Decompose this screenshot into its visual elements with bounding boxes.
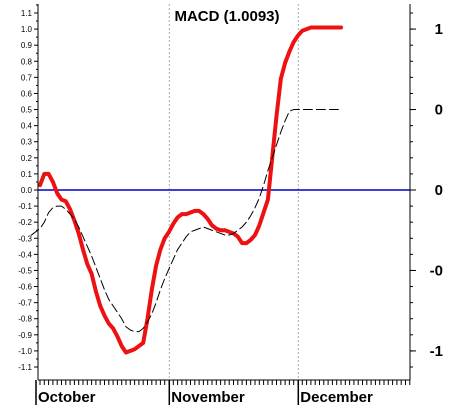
left-tick-label: 0.9 (21, 41, 33, 50)
left-tick-label: 0.6 (21, 89, 33, 98)
series-layer (30, 25, 410, 355)
left-tick-label: 0.8 (21, 57, 33, 66)
left-tick-label: 0.3 (21, 138, 33, 147)
macd-series-line (38, 25, 343, 355)
left-tick-label: -0.9 (18, 331, 32, 340)
left-tick-label: -0.6 (18, 283, 32, 292)
left-tick-label: -0.3 (18, 234, 32, 243)
right-tick-label: 0 (435, 182, 443, 199)
left-tick-label: -0.2 (18, 218, 32, 227)
left-tick-label: -0.8 (18, 315, 32, 324)
grid-layer (168, 4, 299, 380)
right-tick-label: 1 (435, 21, 443, 38)
signal-series-line (30, 109, 342, 333)
right-tick-label: -0 (430, 262, 443, 279)
right-tick-label: -1 (430, 343, 443, 360)
left-tick-label: -1.1 (18, 363, 32, 372)
month-label: November (171, 389, 245, 406)
left-tick-label: 0.7 (21, 73, 33, 82)
left-tick-label: -0.7 (18, 299, 32, 308)
left-tick-label: 1.1 (21, 9, 33, 18)
left-tick-label: -0.5 (18, 266, 32, 275)
left-tick-label: -0.4 (18, 250, 32, 259)
left-tick-label: 1.0 (21, 25, 33, 34)
month-label: December (300, 389, 373, 406)
left-tick-label: 0.1 (21, 170, 33, 179)
left-tick-label: -0.1 (18, 202, 32, 211)
right-tick-label: 0 (435, 102, 443, 119)
left-tick-label: 0.4 (21, 122, 33, 131)
month-label: October (38, 389, 96, 406)
left-tick-label: 0.0 (21, 186, 33, 195)
chart-title: MACD (1.0093) (174, 8, 279, 25)
axis-layer: 1.1 1.0 0.9 0.8 0.7 0.6 0.5 0.4 0.3 0.2 0.1 0.0 -0.1… (18, 4, 443, 406)
left-tick-label: 0.2 (21, 154, 33, 163)
left-tick-label: 0.5 (21, 106, 33, 115)
left-tick-label: -1.0 (18, 347, 32, 356)
